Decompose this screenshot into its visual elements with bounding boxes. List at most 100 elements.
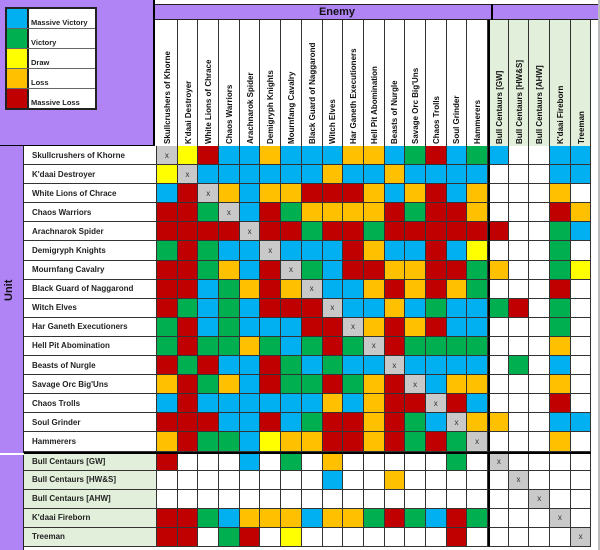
matchup-cell[interactable] (219, 508, 240, 528)
matchup-cell[interactable] (467, 356, 488, 376)
matchup-cell[interactable] (467, 375, 488, 395)
matchup-cell[interactable] (550, 432, 571, 452)
matchup-cell[interactable] (343, 432, 364, 452)
matchup-cell[interactable] (384, 241, 406, 261)
matchup-cell[interactable] (570, 394, 592, 414)
matchup-cell[interactable] (508, 413, 530, 433)
matchup-cell[interactable] (239, 298, 261, 318)
matchup-cell[interactable] (529, 453, 551, 471)
matchup-cell[interactable] (467, 394, 488, 414)
matchup-cell[interactable] (529, 260, 551, 280)
matchup-cell[interactable] (260, 470, 282, 490)
matchup-cell[interactable] (384, 453, 406, 471)
matchup-cell[interactable] (239, 241, 261, 261)
matchup-cell[interactable] (322, 375, 344, 395)
matchup-cell[interactable] (363, 260, 385, 280)
matchup-cell[interactable] (281, 241, 302, 261)
matchup-cell[interactable] (198, 375, 220, 395)
matchup-cell[interactable] (281, 146, 302, 166)
matchup-cell[interactable] (177, 470, 199, 490)
matchup-cell[interactable] (157, 470, 178, 490)
matchup-cell[interactable] (157, 453, 178, 471)
matchup-cell[interactable] (488, 413, 509, 433)
matchup-cell[interactable] (260, 489, 282, 509)
matchup-cell[interactable]: x (219, 203, 240, 223)
matchup-cell[interactable] (198, 432, 220, 452)
matchup-cell[interactable] (343, 356, 364, 376)
matchup-cell[interactable] (384, 298, 406, 318)
matchup-cell[interactable]: x (488, 453, 509, 471)
matchup-cell[interactable] (363, 222, 385, 242)
matchup-cell[interactable]: x (239, 222, 261, 242)
matchup-cell[interactable] (301, 394, 323, 414)
matchup-cell[interactable] (425, 432, 447, 452)
matchup-cell[interactable] (343, 222, 364, 242)
matchup-cell[interactable] (508, 489, 530, 509)
matchup-cell[interactable] (529, 203, 551, 223)
matchup-cell[interactable] (219, 356, 240, 376)
matchup-cell[interactable] (281, 394, 302, 414)
matchup-cell[interactable] (446, 527, 468, 547)
matchup-cell[interactable] (343, 279, 364, 299)
matchup-cell[interactable] (177, 279, 199, 299)
matchup-cell[interactable] (550, 260, 571, 280)
matchup-cell[interactable]: x (322, 298, 344, 318)
matchup-cell[interactable] (529, 241, 551, 261)
matchup-cell[interactable] (508, 336, 530, 357)
matchup-cell[interactable] (363, 527, 385, 547)
matchup-cell[interactable] (405, 489, 426, 509)
matchup-cell[interactable] (239, 394, 261, 414)
matchup-cell[interactable] (446, 260, 468, 280)
matchup-cell[interactable] (488, 527, 509, 547)
matchup-cell[interactable] (281, 453, 302, 471)
matchup-cell[interactable] (322, 394, 344, 414)
matchup-cell[interactable] (467, 279, 488, 299)
matchup-cell[interactable] (508, 508, 530, 528)
matchup-cell[interactable] (363, 394, 385, 414)
matchup-cell[interactable]: x (198, 184, 220, 204)
matchup-cell[interactable] (384, 317, 406, 337)
matchup-cell[interactable] (177, 317, 199, 337)
matchup-cell[interactable] (550, 317, 571, 337)
matchup-cell[interactable] (281, 203, 302, 223)
matchup-cell[interactable] (550, 470, 571, 490)
matchup-cell[interactable] (157, 432, 178, 452)
matchup-cell[interactable] (508, 317, 530, 337)
matchup-cell[interactable] (550, 203, 571, 223)
matchup-cell[interactable] (529, 413, 551, 433)
matchup-cell[interactable] (405, 165, 426, 185)
matchup-cell[interactable] (301, 146, 323, 166)
matchup-cell[interactable] (363, 184, 385, 204)
matchup-cell[interactable] (239, 489, 261, 509)
matchup-cell[interactable] (157, 336, 178, 357)
matchup-cell[interactable] (570, 508, 592, 528)
matchup-cell[interactable] (239, 375, 261, 395)
matchup-cell[interactable] (425, 260, 447, 280)
matchup-cell[interactable] (446, 203, 468, 223)
matchup-cell[interactable]: x (260, 241, 282, 261)
matchup-cell[interactable] (550, 375, 571, 395)
matchup-cell[interactable] (343, 146, 364, 166)
matchup-cell[interactable] (281, 165, 302, 185)
matchup-cell[interactable] (198, 453, 220, 471)
matchup-cell[interactable] (301, 184, 323, 204)
matchup-cell[interactable] (198, 489, 220, 509)
matchup-cell[interactable] (219, 336, 240, 357)
matchup-cell[interactable] (384, 375, 406, 395)
matchup-cell[interactable] (425, 413, 447, 433)
matchup-cell[interactable] (425, 184, 447, 204)
matchup-cell[interactable] (219, 260, 240, 280)
matchup-cell[interactable] (281, 489, 302, 509)
matchup-cell[interactable] (508, 241, 530, 261)
matchup-cell[interactable] (508, 356, 530, 376)
matchup-cell[interactable] (570, 489, 592, 509)
matchup-cell[interactable] (343, 184, 364, 204)
matchup-cell[interactable] (322, 432, 344, 452)
matchup-cell[interactable] (425, 336, 447, 357)
matchup-cell[interactable] (363, 165, 385, 185)
matchup-cell[interactable] (570, 146, 592, 166)
matchup-cell[interactable] (570, 356, 592, 376)
matchup-cell[interactable] (446, 394, 468, 414)
matchup-cell[interactable] (446, 432, 468, 452)
matchup-cell[interactable] (343, 413, 364, 433)
